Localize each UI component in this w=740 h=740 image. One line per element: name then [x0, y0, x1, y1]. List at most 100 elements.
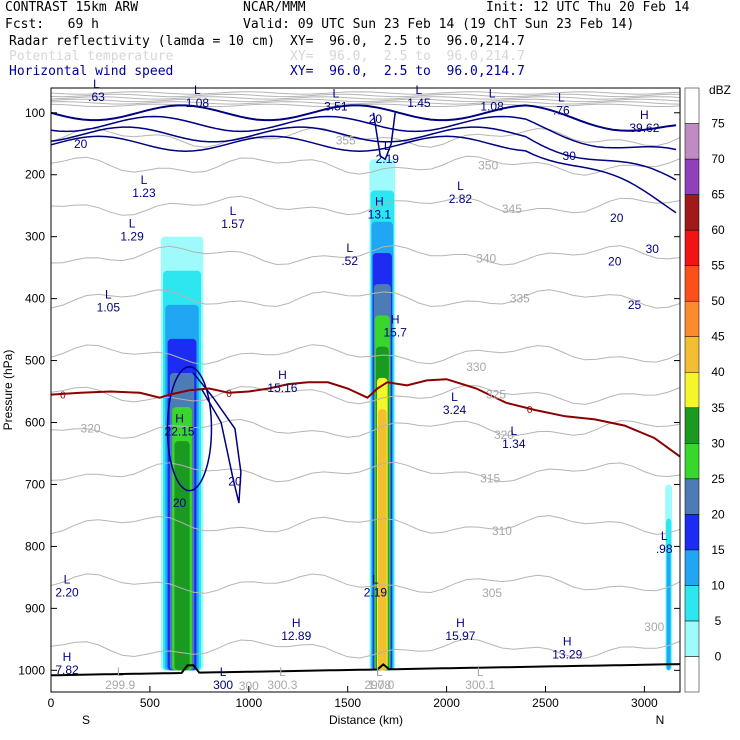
- colorbar-label: 45: [711, 330, 725, 344]
- theta-contour: [50, 515, 681, 535]
- theta-label: 315: [480, 471, 500, 485]
- theta-label: 325: [486, 388, 506, 402]
- colorbar-swatch: [684, 371, 700, 409]
- wind-contour-cell: [166, 366, 213, 492]
- theta-label: 320: [494, 428, 514, 442]
- valid-time: Valid: 09 UTC Sun 23 Feb 14 (19 ChT Sun …: [243, 17, 635, 32]
- extremum-marker: L: [93, 77, 100, 91]
- theta-contour: [50, 384, 681, 405]
- colorbar-swatch: [684, 300, 700, 337]
- stratosphere-theta-contour: [50, 91, 681, 95]
- wind-contour: [50, 126, 677, 181]
- extremum-marker: H: [292, 616, 301, 630]
- extremum-value: 1.23: [132, 186, 156, 200]
- extremum-marker: H: [278, 368, 287, 382]
- colorbar-label: 15: [711, 543, 725, 557]
- reflectivity-band: [666, 552, 671, 671]
- extremum-value: .52: [341, 254, 358, 268]
- y-tick-label: 600: [25, 416, 45, 430]
- extremum-marker: L: [141, 173, 148, 187]
- extremum-marker: L: [511, 424, 518, 438]
- extremum-marker: H: [375, 195, 384, 209]
- colorbar-swatch: [684, 407, 700, 444]
- extremum-marker: L: [220, 665, 227, 679]
- extremum-value: 13.29: [552, 648, 582, 662]
- y-tick-label: 900: [25, 601, 45, 615]
- extremum-marker: H: [175, 412, 184, 426]
- colorbar-swatch: [684, 443, 700, 480]
- y-tick-label: 500: [25, 354, 45, 368]
- wind-contour: [50, 104, 677, 132]
- extremum-value: 1.29: [120, 229, 144, 243]
- extremum-marker: L: [105, 288, 112, 302]
- colorbar-label: 50: [711, 294, 725, 308]
- model-title: CONTRAST 15km ARW: [5, 0, 139, 15]
- extremum-marker: H: [563, 635, 572, 649]
- extremum-marker: L: [376, 665, 383, 679]
- extremum-marker: L: [558, 91, 565, 105]
- theta-contour: [50, 195, 681, 216]
- contour-labels: 3553503453403353303253203153103053003203…: [55, 77, 673, 693]
- wind-contour-jet: [372, 112, 396, 161]
- theta-contour: [50, 289, 681, 309]
- theta-contour: [50, 418, 681, 439]
- stratosphere-theta-contour: [50, 93, 681, 98]
- field-name-theta: Potential temperature: [9, 49, 174, 64]
- south-label: S: [82, 713, 90, 727]
- wind-contour-cell: [192, 372, 242, 504]
- extremum-marker: L: [376, 665, 383, 679]
- y-tick-label: 800: [25, 539, 45, 553]
- extremum-marker: H: [63, 650, 72, 664]
- extremum-marker: L: [346, 241, 353, 255]
- colorbar-swatch: [684, 549, 700, 586]
- extremum-marker: L: [451, 390, 458, 404]
- wind-label: 20: [369, 112, 383, 126]
- extremum-value: 300.1: [465, 678, 495, 692]
- x-tick-label: 1000: [235, 696, 262, 710]
- extremum-marker: L: [384, 139, 391, 153]
- wind-label: 20: [610, 211, 624, 225]
- theta-contour: [50, 155, 681, 176]
- theta-label: 305: [482, 586, 502, 600]
- theta-label: 330: [466, 360, 486, 374]
- colorbar-swatch: [684, 656, 700, 693]
- wind-label: 20: [228, 474, 242, 488]
- wind-speed-contours: [50, 104, 677, 504]
- field-name-wind: Horizontal wind speed: [9, 64, 174, 79]
- extremum-marker: H: [391, 312, 400, 326]
- y-tick-label: 1000: [18, 663, 45, 677]
- theta-label: 355: [336, 134, 356, 148]
- x-tick-label: 2500: [532, 696, 559, 710]
- y-tick-label: 400: [25, 292, 45, 306]
- extremum-value: 1.08: [186, 96, 210, 110]
- x-tick-label: 0: [48, 696, 55, 710]
- extremum-value: 22.15: [165, 425, 195, 439]
- theta-contour: [50, 573, 681, 594]
- theta-contour: [50, 244, 681, 266]
- field-xy-theta: XY= 96.0, 2.5 to 96.0,214.7: [290, 49, 525, 64]
- freezing-level-label: 0: [527, 405, 533, 416]
- colorbar-label: 55: [711, 259, 725, 273]
- colorbar-swatch: [684, 478, 700, 515]
- extremum-marker: L: [194, 83, 201, 97]
- colorbar-swatch: [684, 194, 700, 231]
- field-xy-wind: XY= 96.0, 2.5 to 96.0,214.7: [290, 64, 525, 79]
- colorbar-label: 65: [711, 188, 725, 202]
- colorbar-swatch: [684, 336, 700, 373]
- extremum-value: .76: [553, 104, 570, 118]
- wind-label: 20: [173, 496, 187, 510]
- y-tick-label: 300: [25, 230, 45, 244]
- extremum-value: 15.97: [445, 629, 475, 643]
- colorbar-swatch: [684, 514, 700, 551]
- colorbar-label: 30: [711, 436, 725, 450]
- extremum-marker: H: [640, 108, 649, 122]
- extremum-value: 2.82: [449, 192, 473, 206]
- x-tick-label: 1500: [334, 696, 361, 710]
- theta-label: 320: [81, 422, 101, 436]
- theta-label: 340: [476, 251, 496, 265]
- extremum-value: 300.3: [267, 678, 297, 692]
- extremum-marker: L: [64, 573, 71, 587]
- colorbar-label: 35: [711, 401, 725, 415]
- theta-label: 300: [644, 620, 664, 634]
